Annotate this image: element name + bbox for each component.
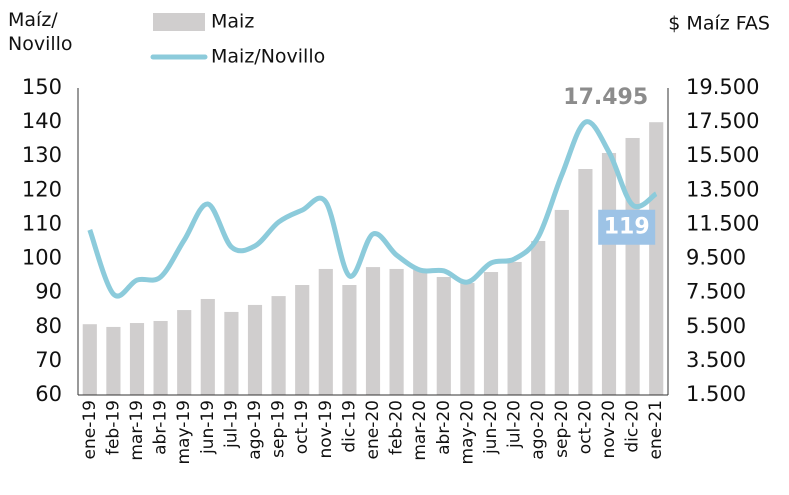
- bar: [531, 240, 546, 395]
- x-tick-label: jul-19: [221, 400, 241, 449]
- y-tick-label: 90: [35, 280, 62, 304]
- x-tick-label: oct-20: [575, 400, 595, 454]
- x-tick-label: jul-20: [505, 400, 525, 449]
- x-tick-label: abr-19: [151, 400, 171, 455]
- x-tick-label: may-19: [174, 400, 194, 465]
- y2-tick-label: 13.500: [686, 177, 759, 201]
- y-tick-label: 100: [22, 246, 62, 270]
- y2-tick-label: 5.500: [686, 314, 746, 338]
- y-tick-label: 140: [22, 109, 62, 133]
- x-tick-label: ago-19: [245, 400, 265, 460]
- bar: [271, 296, 286, 395]
- value-label-box: [598, 209, 656, 245]
- bar: [129, 323, 145, 395]
- y2-tick-label: 7.500: [686, 280, 746, 304]
- x-tick-label: jun-19: [198, 400, 218, 455]
- bar: [318, 268, 333, 395]
- y-tick-label: 150: [22, 75, 62, 99]
- x-tick-label: oct-19: [292, 400, 312, 454]
- bar-value-label: 17.495: [563, 85, 648, 110]
- legend-label: Maiz: [211, 11, 254, 33]
- x-tick-label: sep-19: [269, 400, 289, 458]
- y-tick-label: 120: [22, 177, 62, 201]
- line-value-label: 119: [604, 215, 650, 240]
- y2-tick-label: 11.500: [686, 211, 759, 235]
- bar: [413, 269, 428, 395]
- line: [87, 119, 658, 299]
- y-tick-label: 80: [35, 314, 62, 338]
- x-tick-label: may-20: [457, 400, 477, 465]
- x-tick-label: dic-20: [623, 400, 643, 453]
- bar: [153, 320, 168, 395]
- y2-tick-label: 3.500: [686, 348, 746, 372]
- x-tick-label: ene-19: [80, 400, 100, 459]
- x-tick-label: mar-20: [410, 400, 430, 461]
- y2-axis-title: $ Maíz FAS: [668, 13, 770, 35]
- bar: [224, 311, 239, 395]
- y-tick-label: 110: [22, 211, 62, 235]
- y2-tick-label: 1.500: [686, 382, 746, 406]
- x-tick-label: abr-20: [434, 400, 454, 455]
- bar: [177, 310, 192, 395]
- x-tick-label: dic-19: [339, 400, 359, 453]
- y2-tick-label: 9.500: [686, 246, 746, 270]
- bar: [483, 272, 499, 395]
- bar: [295, 284, 310, 395]
- y-tick-label: 70: [35, 348, 62, 372]
- y2-tick-label: 17.500: [686, 109, 759, 133]
- bar: [436, 276, 451, 395]
- x-tick-label: nov-20: [599, 400, 619, 459]
- legend-swatch: [153, 13, 205, 31]
- y-axis-title: Maíz/ Novillo: [8, 9, 73, 55]
- y-tick-label: 60: [35, 382, 62, 406]
- bar: [460, 282, 475, 395]
- bar: [649, 122, 664, 396]
- bar: [507, 261, 522, 395]
- bar: [625, 137, 640, 395]
- x-tick-label: jun-20: [481, 400, 501, 455]
- bar: [554, 209, 569, 395]
- x-tick-label: ene-20: [363, 400, 383, 459]
- y2-tick-label: 19.500: [686, 75, 759, 99]
- x-tick-label: mar-19: [127, 400, 147, 461]
- x-tick-label: ene-21: [646, 400, 666, 459]
- y-tick-label: 130: [22, 143, 62, 167]
- x-tick-label: feb-19: [103, 400, 123, 455]
- bar: [578, 169, 593, 395]
- bar: [342, 284, 357, 395]
- x-tick-label: ago-20: [528, 400, 548, 460]
- bar: [82, 324, 97, 395]
- bar: [365, 267, 381, 395]
- bar: [389, 268, 404, 395]
- legend-label: Maiz/Novillo: [211, 46, 325, 68]
- y2-tick-label: 15.500: [686, 143, 759, 167]
- bar: [106, 326, 121, 395]
- x-tick-label: sep-20: [552, 400, 572, 458]
- x-tick-label: feb-20: [387, 400, 407, 455]
- bar: [247, 304, 263, 395]
- x-tick-label: nov-19: [316, 400, 336, 459]
- bar: [200, 298, 215, 395]
- bar: [601, 152, 617, 395]
